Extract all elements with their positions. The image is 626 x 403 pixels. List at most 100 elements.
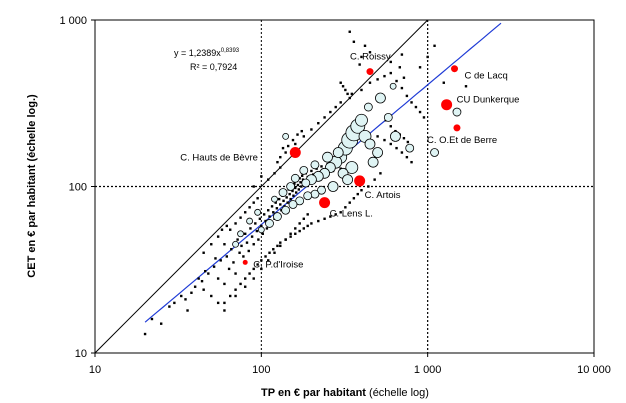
data-point-circle [299,165,309,175]
data-point-dot [339,101,342,104]
data-point-circle [301,178,311,188]
data-point-dot [264,219,267,223]
data-point-circle [364,138,376,150]
data-point-dot [186,309,189,312]
data-point-dot [190,291,193,294]
highlight-label: C. P.d'Iroise [253,259,303,270]
data-point-dot [389,125,392,128]
data-point-dot [248,206,251,209]
data-point-dot [197,277,200,280]
data-point-dot [360,189,363,192]
data-point-dot [339,81,342,84]
data-point-dot [329,110,332,114]
x-axis-ticks: 10 100 1 000 10 000 [89,353,611,376]
data-point-dot [258,217,262,220]
data-point-dot [276,244,279,248]
data-point-dot [270,205,274,208]
data-point-dot [168,305,171,308]
data-point-dot [268,215,271,218]
data-point-dot [383,138,386,142]
highlight-point [453,124,461,132]
data-point-dot [293,182,296,185]
data-point-dot [379,172,382,175]
data-point-dot [249,227,252,230]
x-tick-label: 10 [89,364,101,376]
data-point-dot [310,169,313,173]
data-point-dot [389,71,392,75]
data-point-circle [290,173,300,183]
data-point-dot [442,81,445,84]
data-point-dot [229,294,232,298]
data-point-dot [264,255,267,258]
highlight-point [451,65,459,73]
data-point-dot [239,282,242,286]
highlight-label: C. Lens L. [330,209,373,220]
data-point-dot [302,227,305,230]
data-point-dot [242,255,245,258]
data-point-circle [389,82,397,90]
data-point-dot [247,249,250,253]
data-point-dot [302,217,305,220]
data-point-circle [367,156,379,168]
data-point-dot [294,227,297,230]
data-point-dot [277,197,281,201]
highlight-label: C. Artois [365,190,401,201]
data-point-dot [260,267,263,271]
x-axis-title: TP en € par habitant (échelle log) [261,387,429,399]
data-point-dot [256,263,259,266]
data-point-dot [220,228,224,231]
data-point-circle [271,195,278,203]
data-point-dot [143,332,147,336]
data-point-dot [294,142,297,146]
data-point-dot [255,229,259,233]
data-point-dot [232,261,235,264]
data-point-dot [310,128,313,131]
data-point-dot [464,85,468,88]
reference-lines [95,20,594,353]
data-point-dot [252,201,255,204]
data-point-dot [299,181,302,184]
highlight-label: C de Lacq [465,71,508,82]
data-point-circle [310,189,320,199]
highlight-point [289,147,301,159]
identity-line [94,19,429,354]
data-point-dot [244,211,247,214]
data-point-dot [150,317,154,321]
data-point-dot [272,211,275,214]
data-point-dot [398,66,402,69]
data-point-dot [344,88,347,92]
data-point-dot [260,224,263,228]
data-point-dot [348,30,351,33]
data-point-circle [303,191,313,201]
data-point-dot [317,121,320,125]
data-point-dot [256,197,259,200]
data-point-circle [295,196,305,206]
data-point-dot [234,222,237,225]
data-point-dot [284,151,287,154]
data-point-dot [418,110,422,114]
data-point-dot [348,96,351,100]
data-point-circle [246,217,253,225]
data-point-dot [405,94,409,98]
highlight-point [354,175,366,187]
data-point-dot [291,189,294,193]
data-point-dot [300,185,303,188]
data-point-circle [257,226,265,234]
data-point-dot [367,185,370,188]
data-point-dot [234,288,237,291]
data-point-dot [234,294,237,298]
data-point-dot [223,243,226,246]
data-point-dot [291,138,295,142]
data-point-dot [281,146,285,150]
data-point-dot [244,232,247,235]
data-point-dot [268,251,271,254]
data-point-dot [363,44,367,47]
highlight-label: C. Roissy [350,52,391,63]
data-point-dot [352,197,356,200]
data-point-dot [159,322,163,325]
data-point-dot [395,146,398,150]
data-point-dot [200,279,204,283]
data-point-circle [327,181,339,192]
data-point-dot [244,285,247,288]
data-point-dot [300,174,304,177]
